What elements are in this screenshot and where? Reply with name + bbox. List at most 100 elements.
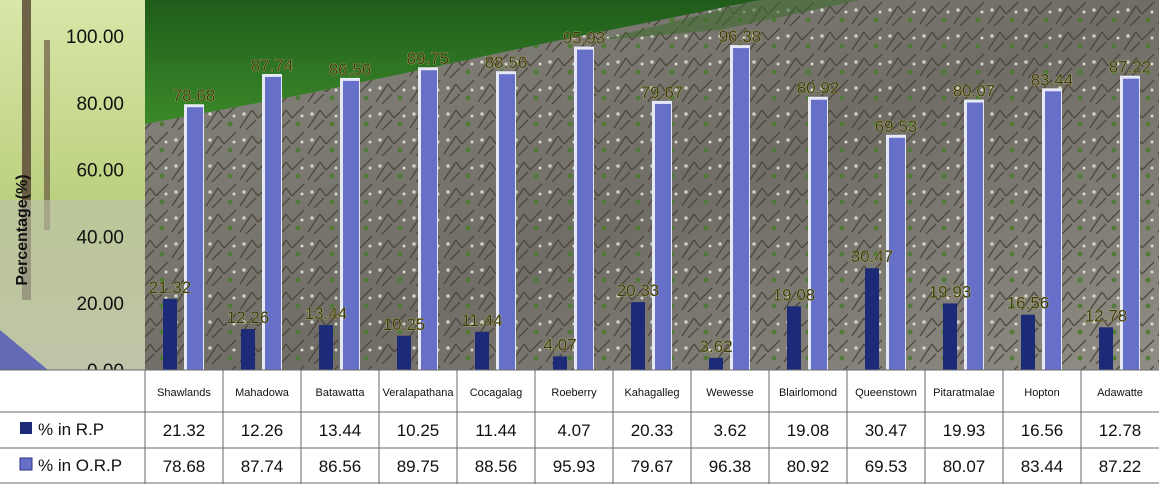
bar-rp-roeberry bbox=[553, 356, 567, 370]
table-cell: 21.32 bbox=[163, 421, 206, 440]
bar-orp-hopton bbox=[1045, 91, 1061, 371]
table-cell: 19.93 bbox=[943, 421, 986, 440]
category-label: Batawatta bbox=[316, 387, 366, 399]
data-labels: 21.32 12.26 13.44 10.25 11.44 4.07 20.33 3.62 19… bbox=[148, 27, 1152, 356]
table-cell: 86.56 bbox=[319, 457, 362, 476]
legend-label: % in O.R.P bbox=[38, 456, 122, 475]
table-cell: 80.92 bbox=[787, 457, 830, 476]
bar-orp-pitaratmalae bbox=[967, 102, 983, 371]
data-label: 12.26 bbox=[227, 308, 270, 327]
data-label: 19.08 bbox=[773, 285, 816, 304]
category-label: Shawlands bbox=[157, 387, 211, 399]
data-label: 80.07 bbox=[953, 82, 996, 101]
table-cell: 80.07 bbox=[943, 457, 986, 476]
table-cell: 95.93 bbox=[553, 457, 596, 476]
category-label: Cocagalag bbox=[470, 387, 523, 399]
y-tick-label: 100.00 bbox=[66, 27, 124, 48]
bar-rp-cocagalag bbox=[475, 331, 489, 370]
bar-rp-blairlomond bbox=[787, 306, 801, 370]
table-cell: 30.47 bbox=[865, 421, 908, 440]
bar-rp-queenstown bbox=[865, 268, 879, 370]
table-cell: 89.75 bbox=[397, 457, 440, 476]
table-cell: 3.62 bbox=[713, 421, 746, 440]
category-label: Blairlomond bbox=[779, 387, 837, 399]
bar-rp-kahagalleg bbox=[631, 302, 645, 370]
data-label: 80.92 bbox=[797, 79, 840, 98]
table-cell: 88.56 bbox=[475, 457, 518, 476]
data-label: 12.78 bbox=[1085, 306, 1128, 325]
bar-series bbox=[163, 45, 1140, 371]
bar-orp-roeberry bbox=[577, 49, 593, 370]
table-cell: 10.25 bbox=[397, 421, 440, 440]
data-table-grid bbox=[0, 369, 1159, 484]
data-label: 88.56 bbox=[485, 53, 528, 72]
data-label: 13.44 bbox=[305, 304, 348, 323]
table-background bbox=[0, 370, 1159, 484]
data-label: 95.93 bbox=[563, 29, 606, 48]
category-label: Queenstown bbox=[855, 387, 917, 399]
y-axis-label: Percentage(%) bbox=[14, 174, 31, 285]
data-label: 87.74 bbox=[251, 56, 294, 75]
bar-orp-queenstown bbox=[889, 137, 905, 370]
table-cell: 19.08 bbox=[787, 421, 830, 440]
data-label: 79.67 bbox=[641, 83, 684, 102]
data-label: 10.25 bbox=[383, 315, 426, 334]
table-cell: 11.44 bbox=[475, 421, 516, 440]
bar-rp-wewesse bbox=[709, 357, 723, 370]
table-cell: 87.22 bbox=[1099, 457, 1142, 476]
bar-rp-mahadowa bbox=[241, 329, 255, 370]
table-cell: 12.26 bbox=[241, 421, 284, 440]
table-cell: 13.44 bbox=[319, 421, 362, 440]
data-table-legend: % in R.P % in O.R.P bbox=[19, 420, 122, 475]
data-table-categories: Shawlands Mahadowa Batawatta Veralapathana C… bbox=[157, 387, 1143, 399]
data-label: 3.62 bbox=[699, 337, 732, 356]
bar-orp-cocagalag bbox=[499, 74, 515, 371]
data-label: 87.22 bbox=[1109, 58, 1152, 77]
bar-rp-adawatte bbox=[1099, 327, 1113, 370]
data-label: 86.56 bbox=[329, 60, 372, 79]
table-cell: 78.68 bbox=[163, 457, 206, 476]
data-label: 19.93 bbox=[929, 282, 972, 301]
category-label: Pitaratmalae bbox=[933, 387, 995, 399]
table-cell: 16.56 bbox=[1021, 421, 1064, 440]
table-cell: 20.33 bbox=[631, 421, 674, 440]
table-cell: 4.07 bbox=[557, 421, 590, 440]
data-label: 30.47 bbox=[851, 247, 894, 266]
category-label: Kahagalleg bbox=[624, 387, 679, 399]
legend-label: % in R.P bbox=[38, 420, 104, 439]
category-label: Veralapathana bbox=[383, 387, 455, 399]
bar-rp-hopton bbox=[1021, 314, 1035, 370]
y-tick-label: 40.00 bbox=[76, 227, 124, 248]
category-label: Mahadowa bbox=[235, 387, 290, 399]
bar-rp-veralapathana bbox=[397, 335, 411, 370]
legend-swatch bbox=[19, 457, 33, 471]
data-label: 69.53 bbox=[875, 117, 918, 136]
data-label: 96.38 bbox=[719, 27, 762, 46]
table-cell: 96.38 bbox=[709, 457, 752, 476]
bar-orp-kahagalleg bbox=[655, 103, 671, 371]
bar-orp-mahadowa bbox=[265, 76, 281, 371]
category-label: Roeberry bbox=[551, 387, 597, 399]
data-label: 11.44 bbox=[461, 311, 502, 330]
data-label: 83.44 bbox=[1031, 70, 1074, 89]
bar-orp-shawlands bbox=[187, 107, 203, 370]
bar-rp-shawlands bbox=[163, 298, 177, 370]
data-label: 78.68 bbox=[173, 86, 216, 105]
data-table-cells: 21.32 12.26 13.44 10.25 11.44 4.07 20.33 3.62 19… bbox=[163, 421, 1142, 476]
data-label: 21.32 bbox=[149, 278, 192, 297]
bar-orp-batawatta bbox=[343, 80, 359, 371]
data-label: 4.07 bbox=[543, 335, 576, 354]
table-cell: 12.78 bbox=[1099, 421, 1142, 440]
bar-orp-blairlomond bbox=[811, 99, 827, 370]
data-label: 89.75 bbox=[407, 49, 450, 68]
data-label: 20.33 bbox=[617, 281, 660, 300]
table-cell: 79.67 bbox=[631, 457, 674, 476]
bar-rp-batawatta bbox=[319, 325, 333, 370]
bar-orp-adawatte bbox=[1123, 78, 1139, 370]
bar-orp-veralapathana bbox=[421, 70, 437, 371]
data-label: 16.56 bbox=[1007, 294, 1050, 313]
category-label: Wewesse bbox=[706, 387, 753, 399]
y-tick-label: 80.00 bbox=[76, 94, 124, 115]
legend-swatch bbox=[20, 422, 32, 434]
